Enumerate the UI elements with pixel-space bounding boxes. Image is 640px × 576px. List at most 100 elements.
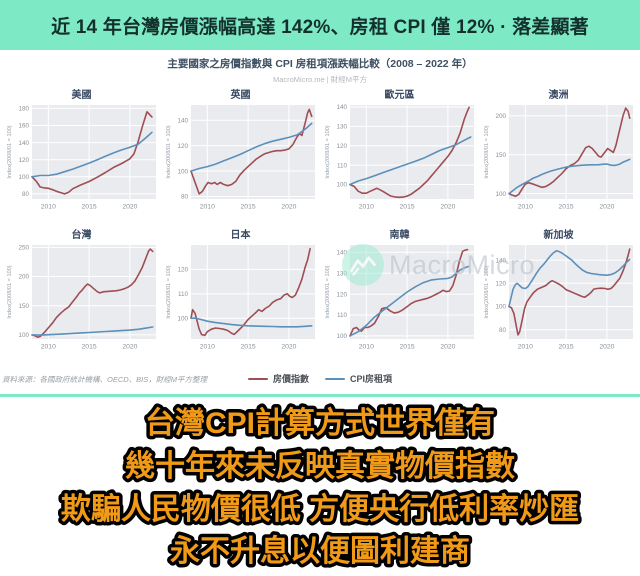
mini-line-chart: 100 110 120 130 140 2010 2015 2020 Index(2008/01… <box>325 245 474 351</box>
chart-cell-5: 台灣 100 150 200 250 2010 2015 2020 Index(2008/01 … <box>2 229 161 369</box>
svg-text:130: 130 <box>336 124 347 131</box>
svg-text:2015: 2015 <box>558 344 573 351</box>
chart-title: 澳洲 <box>548 90 569 101</box>
chart-cell-4: 澳洲 100 150 200 2010 2015 2020 Index(2008/01 = 1… <box>479 89 638 229</box>
svg-text:2010: 2010 <box>199 204 214 211</box>
svg-text:2015: 2015 <box>240 344 255 351</box>
chart-legend: 房價指數 CPI房租項 <box>0 372 640 385</box>
svg-text:200: 200 <box>18 274 29 281</box>
caption-overlay: 台灣CPI計算方式世界僅有 幾十年來未反映真實物價指數 欺騙人民物價很低 方便央… <box>57 403 582 572</box>
svg-text:Index(2008/01 = 100): Index(2008/01 = 100) <box>484 125 490 178</box>
chart-panel: 主要國家之房價指數與 CPI 房租項漲跌幅比較（2008 – 2022 年） M… <box>0 50 640 394</box>
svg-text:140: 140 <box>336 250 347 257</box>
mini-line-chart: 100 110 120 2010 2015 2020 Index(2008/01 = 100… <box>166 245 315 351</box>
svg-text:140: 140 <box>18 140 29 147</box>
caption-line-3: 欺騙人民物價很低 方便央行低利率炒匯 <box>61 492 579 526</box>
svg-text:250: 250 <box>18 245 29 252</box>
svg-text:100: 100 <box>495 304 506 311</box>
svg-text:110: 110 <box>336 312 347 319</box>
svg-text:100: 100 <box>336 333 347 340</box>
svg-text:130: 130 <box>336 270 347 277</box>
svg-text:80: 80 <box>180 194 188 201</box>
svg-text:2020: 2020 <box>599 204 614 211</box>
svg-text:100: 100 <box>177 315 188 322</box>
legend-item-rent: CPI房租項 <box>325 372 392 385</box>
svg-text:100: 100 <box>18 332 29 339</box>
svg-text:2015: 2015 <box>399 344 414 351</box>
legend-label-rent: CPI房租項 <box>350 374 393 384</box>
mini-line-chart: 100 150 200 2010 2015 2020 Index(2008/01 = 100… <box>484 105 633 211</box>
svg-text:80: 80 <box>21 191 29 198</box>
svg-text:Index(2008/01 = 100): Index(2008/01 = 100) <box>166 125 172 178</box>
legend-row: 資料來源：各國政府統計機構、OECD、BIS，財經M平方整理 房價指數 CPI房… <box>0 371 640 387</box>
caption-line-1: 台灣CPI計算方式世界僅有 <box>145 406 495 440</box>
svg-text:140: 140 <box>177 117 188 124</box>
legend-label-price: 房價指數 <box>272 374 309 384</box>
svg-text:Index(2008/01 = 100): Index(2008/01 = 100) <box>166 265 172 318</box>
svg-text:120: 120 <box>495 280 506 287</box>
headline-band: 近 14 年台灣房價漲幅高達 142%、房租 CPI 僅 12% · 落差顯著 <box>0 0 640 50</box>
caption-line-2: 幾十年來未反映真實物價指數 <box>125 449 515 483</box>
svg-text:2020: 2020 <box>122 344 137 351</box>
svg-text:120: 120 <box>336 143 347 150</box>
headline-title: 近 14 年台灣房價漲幅高達 142%、房租 CPI 僅 12% · 落差顯著 <box>51 16 589 38</box>
rent-line-swatch <box>325 377 345 380</box>
svg-text:2010: 2010 <box>358 204 373 211</box>
svg-text:Index(2008/01 = 100): Index(2008/01 = 100) <box>7 265 13 318</box>
svg-text:100: 100 <box>18 174 29 181</box>
chart-cell-7: 南韓 100 110 120 130 140 2010 2015 2020 Index(2008/… <box>320 229 479 369</box>
svg-text:2015: 2015 <box>81 344 96 351</box>
chart-title: 美國 <box>71 90 92 101</box>
svg-text:2015: 2015 <box>240 204 255 211</box>
mini-line-chart: 80 100 120 140 2010 2015 2020 Index(2008/01 = 1… <box>166 105 315 211</box>
chart-cell-3: 歐元區 100 110 120 130 140 2010 2015 2020 Index(2008… <box>320 89 479 229</box>
chart-title: 台灣 <box>71 230 92 241</box>
chart-title: 英國 <box>230 90 251 101</box>
svg-text:120: 120 <box>336 291 347 298</box>
svg-text:150: 150 <box>495 152 506 159</box>
svg-text:110: 110 <box>336 162 347 169</box>
svg-text:140: 140 <box>495 257 506 264</box>
svg-text:Index(2008/01 = 100): Index(2008/01 = 100) <box>325 125 331 178</box>
chart-title: 日本 <box>230 230 251 241</box>
svg-text:80: 80 <box>498 327 506 334</box>
mint-divider <box>0 394 640 397</box>
svg-text:100: 100 <box>495 191 506 198</box>
svg-text:140: 140 <box>336 104 347 111</box>
svg-text:2020: 2020 <box>440 344 455 351</box>
svg-text:110: 110 <box>177 291 188 298</box>
charts-grid: 美國 80 100 120 140 160 180 2010 2015 2020 Index(200… <box>0 89 640 369</box>
svg-text:Index(2008/01 = 100): Index(2008/01 = 100) <box>7 125 13 178</box>
chart-attribution: MacroMicro.me | 財經M平方 <box>272 75 368 84</box>
svg-text:150: 150 <box>18 303 29 310</box>
svg-text:2010: 2010 <box>40 204 55 211</box>
svg-text:2010: 2010 <box>358 344 373 351</box>
svg-text:100: 100 <box>336 182 347 189</box>
chart-title: 新加坡 <box>543 230 574 241</box>
source-note: 資料來源：各國政府統計機構、OECD、BIS，財經M平方整理 <box>2 375 208 384</box>
chart-cell-2: 英國 80 100 120 140 2010 2015 2020 Index(2008/01 =… <box>161 89 320 229</box>
chart-cell-1: 美國 80 100 120 140 160 180 2010 2015 2020 Index(200… <box>2 89 161 229</box>
mini-line-chart: 80 100 120 140 160 180 2010 2015 2020 Index(2008/… <box>7 105 156 211</box>
svg-text:2020: 2020 <box>122 204 137 211</box>
chart-cell-8: 新加坡 80 100 120 140 2010 2015 2020 Index(2008/01 … <box>479 229 638 369</box>
chart-title: 歐元區 <box>384 90 415 101</box>
svg-text:2010: 2010 <box>40 344 55 351</box>
svg-text:120: 120 <box>177 143 188 150</box>
svg-text:Index(2008/01 = 100): Index(2008/01 = 100) <box>484 265 490 318</box>
chart-cell-6: 日本 100 110 120 2010 2015 2020 Index(2008/01 = 1… <box>161 229 320 369</box>
chart-subtitle: 主要國家之房價指數與 CPI 房租項漲跌幅比較（2008 – 2022 年） <box>167 58 473 70</box>
price-line-swatch <box>247 377 268 380</box>
mini-line-chart: 100 110 120 130 140 2010 2015 2020 Index(2008/01… <box>325 104 474 211</box>
svg-text:2020: 2020 <box>281 204 296 211</box>
chart-title: 南韓 <box>389 230 410 241</box>
svg-text:2020: 2020 <box>281 344 296 351</box>
svg-text:100: 100 <box>177 168 188 175</box>
svg-text:180: 180 <box>18 106 29 113</box>
svg-text:2010: 2010 <box>517 344 532 351</box>
mini-line-chart: 80 100 120 140 2010 2015 2020 Index(2008/01 = 1… <box>484 245 633 351</box>
svg-text:2015: 2015 <box>558 204 573 211</box>
svg-text:2015: 2015 <box>81 204 96 211</box>
caption-line-4: 永不升息以便圖利建商 <box>170 534 470 568</box>
